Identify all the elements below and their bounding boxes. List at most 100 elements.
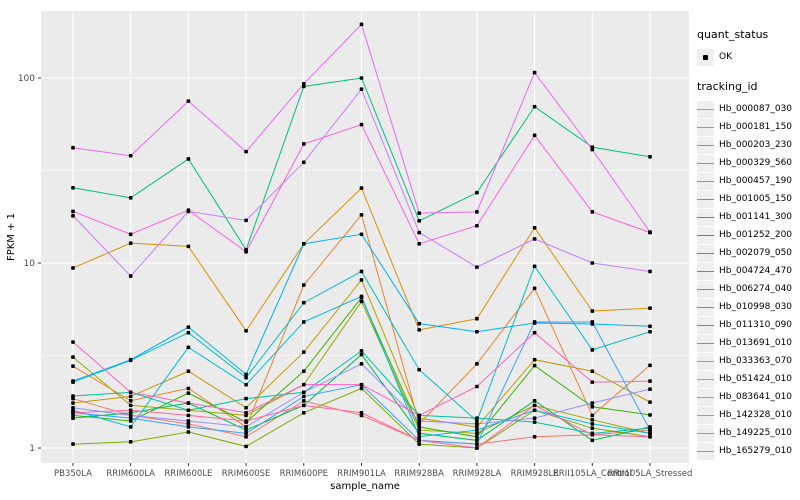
x-axis-title: sample_name [330,481,400,492]
data-point [475,416,479,420]
data-point [417,422,421,426]
data-point [475,442,479,446]
data-point [71,213,75,218]
data-point [475,422,479,426]
data-point [475,446,479,450]
data-point [590,438,595,443]
legend-item-Hb_004724_470: Hb_004724_470 [697,262,799,280]
data-point [71,145,75,150]
data-point [244,149,248,154]
data-point [71,209,75,214]
legend-key-box [697,154,714,172]
x-tick-label: RRIM928LE [511,469,559,479]
data-point [532,363,537,368]
legend-item-Hb_001252_200: Hb_001252_200 [697,226,799,244]
legend-item-Hb_013691_010: Hb_013691_010 [697,334,799,352]
data-point [186,401,191,405]
data-point [359,22,364,27]
data-point [532,237,537,241]
legend-key-box [697,118,714,136]
legend-item-label: Hb_000087_030 [719,104,793,114]
data-point [71,185,75,190]
data-point [359,386,364,391]
legend-key-box [697,244,714,262]
legend-key-line-icon [697,396,714,399]
legend-key-box [697,370,714,388]
point-marker-icon [703,54,708,60]
data-point [475,431,479,436]
legend-key-line-icon [697,108,714,111]
legend-item-label: Hb_000203_230 [719,140,793,150]
data-point [244,419,248,423]
legend-key-box [697,190,714,208]
legend-key-box [697,352,714,370]
data-point [186,391,191,395]
legend-item-Hb_051424_010: Hb_051424_010 [697,370,799,388]
data-point [648,306,652,310]
legend-key-line-icon [697,378,714,381]
legend-key-line-icon [697,288,714,291]
data-point [532,70,537,75]
data-point [417,328,421,332]
legend-item-Hb_165279_010: Hb_165279_010 [697,442,799,460]
data-point [590,418,595,422]
data-point [475,362,479,366]
data-point [532,133,537,138]
x-tick-label: RRIM928LA [453,469,502,479]
data-point [475,419,479,423]
legend-item-label: Hb_149225_010 [719,428,793,438]
data-point [417,438,421,443]
data-point [648,428,652,432]
data-point [417,419,421,423]
data-point [186,419,191,423]
data-point [590,309,595,313]
legend-key-box [697,100,714,118]
data-point [359,186,364,190]
x-tick-label: RRII105LA_Control [553,469,632,479]
data-point [186,345,191,350]
legend-key-box [697,388,714,406]
data-point [648,155,652,159]
data-point [475,223,479,228]
data-point [417,425,421,429]
legend-item-label: Hb_000181_150 [719,122,793,132]
legend-key-line-icon [697,198,714,201]
data-point [186,386,191,391]
data-point [648,269,652,274]
legend-key-box [697,298,714,316]
data-point [417,442,421,446]
legend-item-Hb_011310_090: Hb_011310_090 [697,316,799,334]
legend-item-Hb_006274_040: Hb_006274_040 [697,280,799,298]
data-point [302,369,306,374]
legend-item-Hb_001141_300: Hb_001141_300 [697,208,799,226]
legend-key-box [697,136,714,154]
data-point [128,413,133,418]
data-point [186,430,191,434]
data-point [590,404,595,409]
legend-item-label: Hb_001252_200 [719,230,793,240]
data-point [475,434,479,439]
legend-key-line-icon [697,162,714,165]
x-tick-label: RRIM901LA [337,469,386,479]
data-point [244,396,248,401]
legend-key-line-icon [697,342,714,345]
data-point [417,321,421,326]
data-point [532,264,537,269]
data-point [532,403,537,408]
data-point [417,241,421,246]
data-point [244,382,248,387]
x-tick-label: PB350LA [54,469,92,479]
data-point [648,434,652,439]
data-point [302,241,306,246]
data-point [359,294,364,299]
data-point [244,444,248,449]
data-point [417,219,421,223]
legend-item-Hb_010998_030: Hb_010998_030 [697,298,799,316]
data-point [302,398,306,403]
data-point [532,420,537,424]
data-point [648,400,652,404]
data-point [186,425,191,429]
data-point [532,104,537,109]
